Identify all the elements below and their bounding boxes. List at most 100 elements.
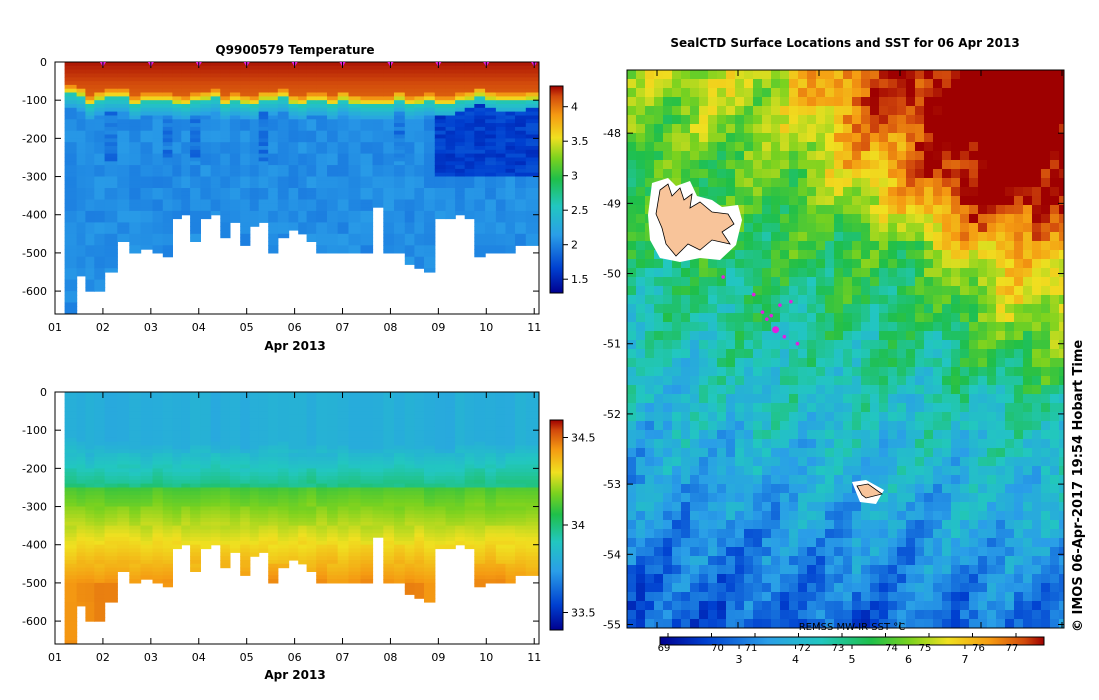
heatmap-cell <box>464 153 475 158</box>
heatmap-cell <box>210 165 221 170</box>
heatmap-cell <box>268 107 279 113</box>
sst-cell <box>636 241 646 251</box>
heatmap-cell <box>394 449 406 454</box>
heatmap-cell <box>360 62 374 67</box>
heatmap-cell <box>172 468 182 473</box>
heatmap-cell <box>495 184 507 189</box>
heatmap-cell <box>455 146 466 151</box>
heatmap-cell <box>104 430 118 435</box>
heatmap-cell <box>495 146 507 151</box>
heatmap-cell <box>288 487 299 492</box>
heatmap-cell <box>249 104 260 109</box>
heatmap-cell <box>104 441 118 446</box>
heatmap-cell <box>117 226 130 231</box>
heatmap-cell <box>445 441 456 446</box>
heatmap-cell <box>258 214 269 220</box>
heatmap-cell <box>455 414 466 420</box>
heatmap-cell <box>464 168 475 174</box>
heatmap-cell <box>190 230 201 235</box>
heatmap-cell <box>268 491 279 496</box>
heatmap-cell <box>181 176 191 181</box>
heatmap-cell <box>76 411 87 416</box>
heatmap-cell <box>94 241 106 246</box>
heatmap-cell <box>190 533 201 538</box>
heatmap-cell <box>445 460 456 466</box>
heatmap-cell <box>220 119 231 124</box>
heatmap-cell <box>337 456 350 462</box>
heatmap-cell <box>348 230 362 235</box>
heatmap-cell <box>298 430 308 435</box>
heatmap-cell <box>455 518 466 523</box>
heatmap-cell <box>64 275 78 281</box>
heatmap-cell <box>277 510 290 515</box>
heatmap-cell <box>464 445 475 450</box>
heatmap-cell <box>464 210 475 216</box>
heatmap-cell <box>190 525 201 530</box>
heatmap-cell <box>360 464 374 469</box>
heatmap-cell <box>455 407 466 412</box>
heatmap-cell <box>190 111 201 116</box>
heatmap-cell <box>495 441 507 446</box>
heatmap-cell <box>372 403 384 408</box>
heatmap-cell <box>495 537 507 542</box>
heatmap-cell <box>360 502 374 508</box>
heatmap-cell <box>298 552 308 557</box>
heatmap-cell <box>424 464 436 469</box>
heatmap-cell <box>316 399 328 404</box>
heatmap-cell <box>485 399 497 404</box>
heatmap-cell <box>525 130 539 136</box>
heatmap-cell <box>348 226 362 231</box>
heatmap-cell <box>117 161 130 166</box>
heatmap-cell <box>220 411 231 416</box>
heatmap-cell <box>240 195 251 200</box>
heatmap-cell <box>327 168 339 174</box>
heatmap-cell <box>181 399 191 404</box>
heatmap-cell <box>337 437 350 443</box>
heatmap-cell <box>474 207 486 212</box>
heatmap-cell <box>210 483 221 488</box>
heatmap-cell <box>372 165 384 170</box>
heatmap-cell <box>104 249 118 254</box>
heatmap-cell <box>172 441 182 446</box>
heatmap-cell <box>337 537 350 542</box>
sst-cell <box>663 295 673 305</box>
heatmap-cell <box>316 168 328 174</box>
sst-cell <box>654 529 664 539</box>
heatmap-cell <box>64 291 78 296</box>
heatmap-cell <box>404 245 415 250</box>
heatmap-cell <box>404 411 415 416</box>
heatmap-cell <box>152 399 164 404</box>
heatmap-cell <box>360 552 374 557</box>
heatmap-cell <box>94 287 106 292</box>
heatmap-cell <box>172 472 182 477</box>
heatmap-cell <box>348 552 362 557</box>
sst-cell <box>681 133 691 143</box>
sst-cell <box>654 133 664 143</box>
heatmap-cell <box>474 199 486 204</box>
heatmap-cell <box>117 491 130 496</box>
heatmap-cell <box>455 123 466 128</box>
heatmap-cell <box>117 218 130 223</box>
heatmap-cell <box>327 495 339 500</box>
heatmap-cell <box>394 560 406 565</box>
sst-cell <box>627 412 637 422</box>
heatmap-cell <box>348 533 362 538</box>
sst-cell <box>645 259 655 269</box>
heatmap-cell <box>455 77 466 82</box>
heatmap-cell <box>76 521 87 527</box>
heatmap-cell <box>348 84 362 90</box>
heatmap-cell <box>394 104 406 109</box>
heatmap-cell <box>240 563 251 569</box>
heatmap-cell <box>210 130 221 136</box>
heatmap-cell <box>464 111 475 116</box>
heatmap-cell <box>288 434 299 439</box>
heatmap-cell <box>434 540 447 546</box>
heatmap-cell <box>94 464 106 469</box>
heatmap-cell <box>152 142 164 147</box>
heatmap-cell <box>190 483 201 488</box>
heatmap-cell <box>394 548 406 553</box>
heatmap-cell <box>172 460 182 466</box>
heatmap-cell <box>360 184 374 189</box>
sst-cell <box>636 484 646 494</box>
heatmap-cell <box>394 437 406 443</box>
